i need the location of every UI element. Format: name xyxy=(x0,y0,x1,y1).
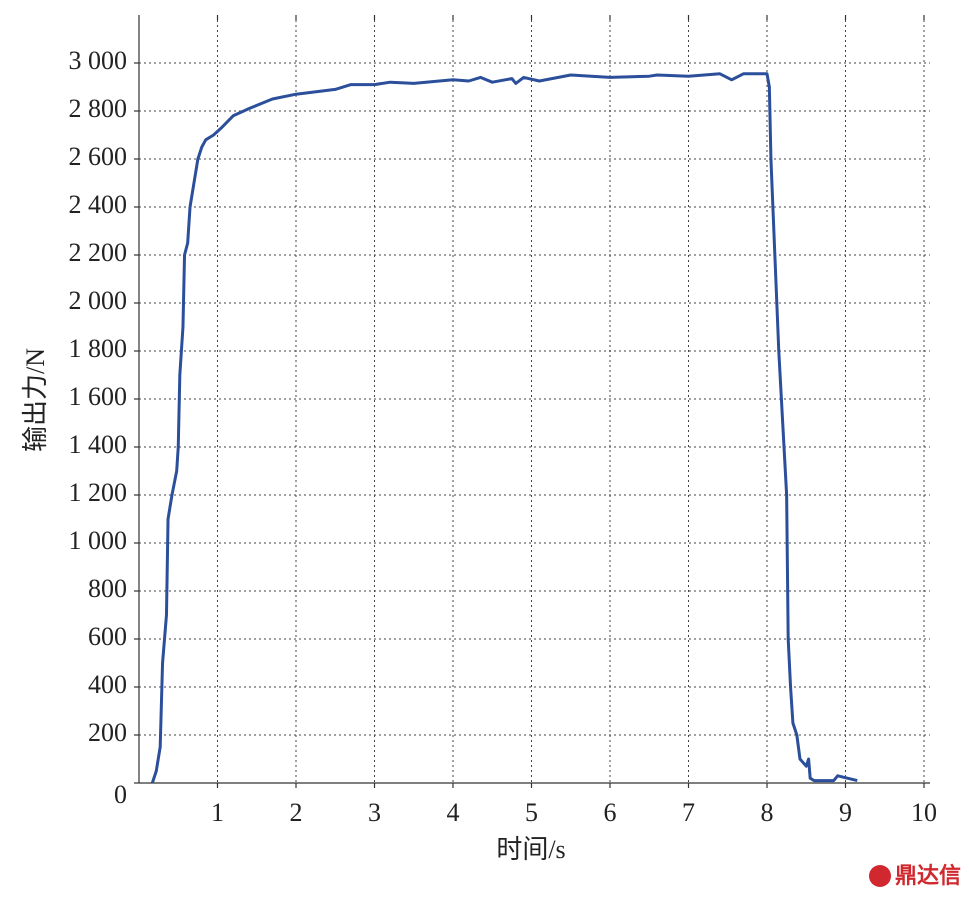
y-tick-label: 800 xyxy=(88,574,127,603)
x-tick-label: 6 xyxy=(604,798,617,827)
x-tick-label: 9 xyxy=(839,798,852,827)
y-tick-label: 1 800 xyxy=(69,334,128,363)
x-tick-label: 8 xyxy=(761,798,774,827)
x-tick-label: 10 xyxy=(911,798,937,827)
x-tick-label: 5 xyxy=(525,798,538,827)
y-tick-label: 600 xyxy=(88,622,127,651)
y-tick-label: 2 200 xyxy=(69,238,128,267)
x-tick-label: 2 xyxy=(290,798,303,827)
watermark-icon xyxy=(869,865,891,887)
x-tick-label: 7 xyxy=(682,798,695,827)
x-axis-label: 时间/s xyxy=(496,835,565,864)
y-tick-label: 200 xyxy=(88,718,127,747)
data-line xyxy=(150,72,858,784)
y-tick-label: 1 000 xyxy=(69,526,128,555)
x-tick-label: 4 xyxy=(447,798,460,827)
x-tick-label: 3 xyxy=(368,798,381,827)
y-tick-label: 2 400 xyxy=(69,190,128,219)
y-tick-label: 2 600 xyxy=(69,142,128,171)
y-axis-label: 输出力/N xyxy=(21,348,50,452)
y-tick-label: 0 xyxy=(114,780,127,809)
y-tick-label: 2 800 xyxy=(69,94,128,123)
y-tick-label: 1 200 xyxy=(69,478,128,507)
x-tick-label: 1 xyxy=(211,798,224,827)
y-tick-label: 1 400 xyxy=(69,430,128,459)
y-tick-label: 400 xyxy=(88,670,127,699)
y-tick-label: 3 000 xyxy=(69,46,128,75)
y-tick-label: 1 600 xyxy=(69,382,128,411)
watermark: 鼎达信 xyxy=(895,863,961,889)
y-tick-label: 2 000 xyxy=(69,286,128,315)
